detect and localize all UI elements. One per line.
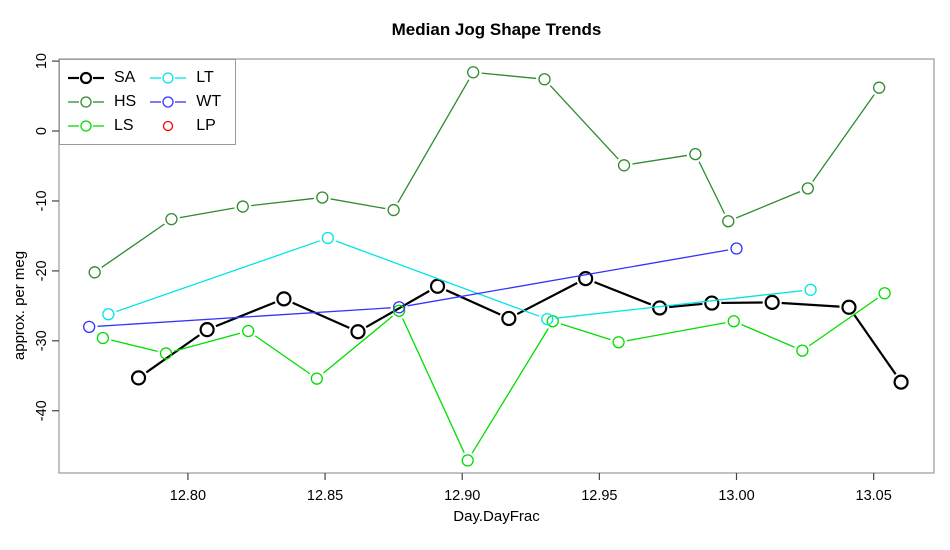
svg-text:-40: -40 bbox=[34, 400, 50, 421]
series-sa bbox=[130, 270, 909, 390]
sa-line-marker-icon bbox=[68, 71, 104, 85]
legend-label-ls: LS bbox=[114, 117, 134, 134]
legend-item-lp: LP bbox=[150, 118, 221, 134]
y-axis: 10 0 -10 -20 -30 -40 bbox=[34, 53, 59, 421]
svg-text:12.85: 12.85 bbox=[307, 488, 343, 504]
legend-label-hs: HS bbox=[114, 93, 137, 110]
ls-line-marker-icon bbox=[68, 120, 104, 132]
chart-title: Median Jog Shape Trends bbox=[391, 20, 602, 39]
svg-text:-10: -10 bbox=[34, 190, 50, 211]
series-hs bbox=[88, 66, 886, 279]
plot-box bbox=[58, 58, 935, 474]
legend-label-sa: SA bbox=[114, 69, 136, 86]
hs-line-marker-icon bbox=[68, 96, 104, 108]
series-ls bbox=[96, 287, 891, 467]
svg-text:12.95: 12.95 bbox=[581, 488, 617, 504]
svg-text:13.00: 13.00 bbox=[718, 488, 754, 504]
x-axis-label: Day.DayFrac bbox=[453, 508, 540, 525]
svg-text:12.90: 12.90 bbox=[444, 488, 480, 504]
svg-text:-20: -20 bbox=[34, 260, 50, 281]
svg-text:0: 0 bbox=[34, 127, 50, 135]
legend-item-wt: WT bbox=[150, 94, 221, 110]
legend-item-ls: LS bbox=[68, 118, 136, 134]
x-axis: 12.80 12.85 12.90 12.95 13.00 13.05 bbox=[170, 473, 892, 504]
legend-item-sa: SA bbox=[68, 70, 136, 86]
svg-text:-30: -30 bbox=[34, 330, 50, 351]
legend-label-wt: WT bbox=[196, 93, 222, 110]
legend: SA HS LS LT WT LP bbox=[59, 59, 237, 145]
lp-marker-icon bbox=[163, 120, 174, 132]
svg-text:12.80: 12.80 bbox=[170, 488, 206, 504]
series-wt bbox=[83, 242, 743, 333]
series-lt bbox=[102, 231, 817, 326]
wt-line-marker-icon bbox=[150, 96, 187, 108]
lt-line-marker-icon bbox=[150, 72, 187, 84]
legend-label-lt: LT bbox=[196, 69, 214, 86]
legend-label-lp: LP bbox=[196, 117, 216, 134]
svg-text:10: 10 bbox=[34, 53, 50, 69]
legend-item-hs: HS bbox=[68, 94, 136, 110]
legend-item-lt: LT bbox=[150, 70, 221, 86]
svg-text:13.05: 13.05 bbox=[856, 488, 892, 504]
